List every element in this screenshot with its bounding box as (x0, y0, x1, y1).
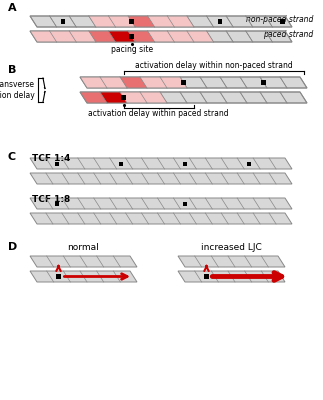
Bar (56, 274, 61, 279)
Polygon shape (80, 92, 107, 103)
Text: activation delay within paced strand: activation delay within paced strand (88, 110, 229, 118)
Polygon shape (148, 31, 214, 42)
Polygon shape (140, 77, 187, 88)
Bar (183, 202, 187, 206)
Bar (119, 162, 123, 166)
Polygon shape (128, 16, 155, 27)
Polygon shape (120, 92, 167, 103)
Polygon shape (30, 173, 292, 184)
Polygon shape (120, 77, 147, 88)
Bar (247, 162, 251, 166)
Text: paced strand: paced strand (263, 30, 313, 39)
Text: transverse
activation delay: transverse activation delay (0, 80, 35, 100)
Text: TCF 1:4: TCF 1:4 (32, 154, 70, 163)
Bar (181, 80, 186, 85)
Text: pacing site: pacing site (110, 46, 153, 54)
Polygon shape (30, 271, 137, 282)
Polygon shape (30, 16, 292, 27)
Polygon shape (178, 271, 285, 282)
Polygon shape (80, 77, 127, 88)
Text: activation delay within non-paced strand: activation delay within non-paced strand (135, 60, 292, 70)
Polygon shape (30, 213, 292, 224)
Bar (121, 95, 126, 100)
Polygon shape (100, 92, 127, 103)
Text: TCF 1:8: TCF 1:8 (32, 195, 70, 204)
Bar (56, 162, 59, 166)
Bar (280, 19, 285, 24)
Bar (204, 274, 209, 279)
Polygon shape (30, 31, 292, 42)
Text: A: A (8, 3, 16, 13)
Polygon shape (30, 198, 292, 209)
Bar (261, 80, 266, 85)
Bar (56, 202, 59, 206)
Bar (129, 34, 134, 39)
Polygon shape (80, 92, 307, 103)
Bar (61, 19, 65, 24)
Text: normal: normal (68, 243, 99, 252)
Polygon shape (178, 256, 285, 267)
Polygon shape (30, 158, 292, 169)
Polygon shape (30, 31, 96, 42)
Text: D: D (8, 242, 17, 252)
Text: B: B (8, 65, 16, 75)
Polygon shape (80, 77, 307, 88)
Polygon shape (89, 16, 135, 27)
Polygon shape (109, 31, 135, 42)
Polygon shape (89, 31, 115, 42)
Bar (129, 19, 134, 24)
Polygon shape (128, 31, 155, 42)
Polygon shape (30, 256, 137, 267)
Text: increased LJC: increased LJC (201, 243, 262, 252)
Text: C: C (8, 152, 16, 162)
Polygon shape (148, 16, 194, 27)
Bar (183, 162, 187, 166)
Bar (218, 19, 222, 24)
Text: non-paced strand: non-paced strand (245, 15, 313, 24)
